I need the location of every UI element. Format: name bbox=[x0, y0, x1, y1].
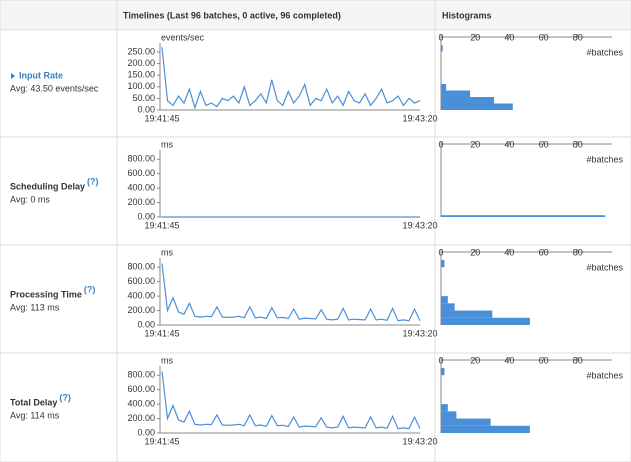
y-tick-label: 150.00 bbox=[127, 70, 155, 80]
y-tick-label: 50.00 bbox=[132, 93, 155, 103]
x-tick-label: 0 bbox=[438, 139, 443, 149]
y-axis-label: events/sec bbox=[161, 32, 205, 42]
x-tick-label: 19:41:45 bbox=[144, 220, 179, 230]
row-name: Total Delay bbox=[10, 397, 57, 407]
x-tick-label: 40 bbox=[504, 247, 514, 257]
x-tick-label: 20 bbox=[470, 247, 480, 257]
x-axis-label: #batches bbox=[586, 47, 623, 57]
histogram-bar bbox=[441, 317, 530, 325]
y-tick-label: 600.00 bbox=[127, 168, 155, 178]
y-tick-label: 600.00 bbox=[127, 384, 155, 394]
x-tick-label: 19:43:20 bbox=[402, 220, 437, 230]
x-tick-label: 60 bbox=[539, 139, 549, 149]
x-tick-label: 40 bbox=[504, 32, 514, 42]
histogram-bar bbox=[441, 404, 448, 412]
x-tick-label: 0 bbox=[438, 247, 443, 257]
help-icon[interactable]: (?) bbox=[84, 284, 96, 294]
histogram-bar bbox=[441, 310, 493, 318]
y-tick-label: 0.00 bbox=[137, 427, 155, 437]
y-tick-label: 400.00 bbox=[127, 398, 155, 408]
y-tick-label: 200.00 bbox=[127, 413, 155, 423]
x-tick-label: 0 bbox=[438, 355, 443, 365]
x-tick-label: 80 bbox=[573, 32, 583, 42]
x-tick-label: 80 bbox=[573, 247, 583, 257]
row-name: Processing Time bbox=[10, 289, 82, 299]
timeline-line bbox=[161, 47, 421, 110]
x-tick-label: 20 bbox=[470, 32, 480, 42]
x-tick-label: 0 bbox=[438, 32, 443, 42]
x-tick-label: 40 bbox=[504, 355, 514, 365]
histogram-bar bbox=[441, 45, 443, 52]
y-tick-label: 200.00 bbox=[127, 197, 155, 207]
x-tick-label: 19:41:45 bbox=[144, 113, 179, 123]
histogram-bar bbox=[441, 425, 530, 433]
histogram-bar bbox=[441, 90, 471, 97]
help-icon[interactable]: (?) bbox=[87, 176, 99, 186]
timeline-line bbox=[161, 371, 421, 430]
row-name: Scheduling Delay bbox=[10, 181, 85, 191]
row-average: Avg: 113 ms bbox=[10, 302, 60, 312]
x-tick-label: 40 bbox=[504, 139, 514, 149]
row-name-link[interactable]: Input Rate bbox=[19, 70, 63, 80]
y-tick-label: 800.00 bbox=[127, 370, 155, 380]
y-tick-label: 0.00 bbox=[137, 211, 155, 221]
y-axis-label: ms bbox=[161, 139, 173, 149]
x-tick-label: 80 bbox=[573, 139, 583, 149]
x-axis-label: #batches bbox=[586, 154, 623, 164]
histogram-bar bbox=[441, 296, 448, 304]
y-axis-label: ms bbox=[161, 247, 173, 257]
x-tick-label: 60 bbox=[539, 355, 549, 365]
y-tick-label: 0.00 bbox=[137, 319, 155, 329]
x-axis-label: #batches bbox=[586, 262, 623, 272]
histogram-bar bbox=[441, 368, 445, 376]
y-axis-label: ms bbox=[161, 355, 173, 365]
histogram-bar bbox=[441, 411, 457, 419]
x-tick-label: 60 bbox=[539, 247, 549, 257]
expand-arrow bbox=[11, 73, 15, 79]
histogram-bar bbox=[441, 97, 495, 104]
x-axis-label: #batches bbox=[586, 370, 623, 380]
y-tick-label: 200.00 bbox=[127, 58, 155, 68]
x-tick-label: 80 bbox=[573, 355, 583, 365]
x-tick-label: 19:41:45 bbox=[144, 436, 179, 446]
x-tick-label: 60 bbox=[539, 32, 549, 42]
header-timelines: Timelines (Last 96 batches, 0 active, 96… bbox=[123, 10, 341, 20]
row-average: Avg: 43.50 events/sec bbox=[10, 83, 99, 93]
row-average: Avg: 0 ms bbox=[10, 194, 50, 204]
histogram-bar bbox=[441, 418, 491, 426]
y-tick-label: 200.00 bbox=[127, 305, 155, 315]
histogram-bar bbox=[441, 103, 513, 110]
y-tick-label: 400.00 bbox=[127, 182, 155, 192]
x-tick-label: 19:41:45 bbox=[144, 328, 179, 338]
histogram-bar bbox=[441, 215, 606, 217]
x-tick-label: 20 bbox=[470, 355, 480, 365]
help-icon[interactable]: (?) bbox=[59, 392, 71, 402]
histogram-bar bbox=[441, 303, 455, 311]
y-tick-label: 0.00 bbox=[137, 104, 155, 114]
y-tick-label: 800.00 bbox=[127, 154, 155, 164]
y-tick-label: 600.00 bbox=[127, 276, 155, 286]
x-tick-label: 19:43:20 bbox=[402, 436, 437, 446]
y-tick-label: 800.00 bbox=[127, 262, 155, 272]
y-tick-label: 100.00 bbox=[127, 81, 155, 91]
y-tick-label: 250.00 bbox=[127, 46, 155, 56]
x-tick-label: 20 bbox=[470, 139, 480, 149]
histogram-bar bbox=[441, 84, 447, 91]
y-tick-label: 400.00 bbox=[127, 290, 155, 300]
x-tick-label: 19:43:20 bbox=[402, 113, 437, 123]
x-tick-label: 19:43:20 bbox=[402, 328, 437, 338]
header-background bbox=[0, 0, 631, 30]
row-average: Avg: 114 ms bbox=[10, 410, 60, 420]
histogram-bar bbox=[441, 260, 445, 268]
header-histograms: Histograms bbox=[442, 10, 492, 20]
timeline-line bbox=[161, 263, 421, 322]
